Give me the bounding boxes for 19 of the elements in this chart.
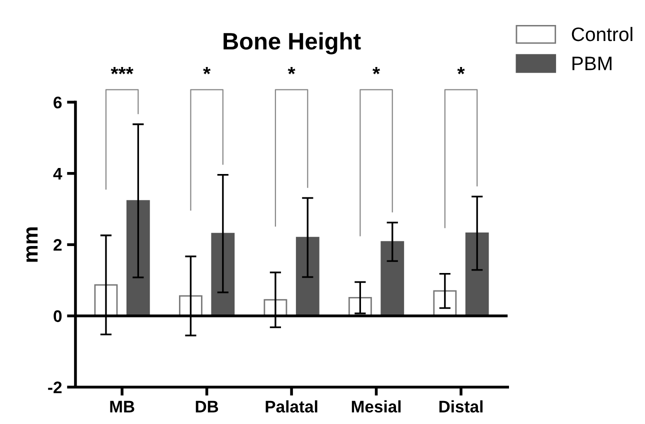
- y-tick-label: 2: [54, 239, 62, 251]
- y-tick-label: 0: [54, 310, 62, 322]
- y-tick-label: 6: [54, 96, 62, 108]
- legend-label: Control: [572, 26, 632, 42]
- text: *: [288, 66, 296, 74]
- y-tick-label: 4: [53, 168, 62, 180]
- x-tick-label: MB: [110, 400, 134, 412]
- x-tick-label: DB: [196, 400, 218, 412]
- x-tick-label: Distal: [439, 400, 483, 413]
- text: ***: [110, 66, 134, 74]
- text: *: [372, 66, 380, 74]
- legend-label: PBM: [572, 56, 612, 70]
- x-tick-label: Palatal: [266, 400, 318, 413]
- text: *: [457, 66, 465, 74]
- x-tick-label: Mesial: [352, 400, 401, 413]
- y-tick-label: -2: [48, 382, 62, 394]
- text: *: [203, 66, 211, 74]
- y-axis-title: mm: [26, 227, 38, 262]
- chart-title: Bone Height: [224, 32, 361, 54]
